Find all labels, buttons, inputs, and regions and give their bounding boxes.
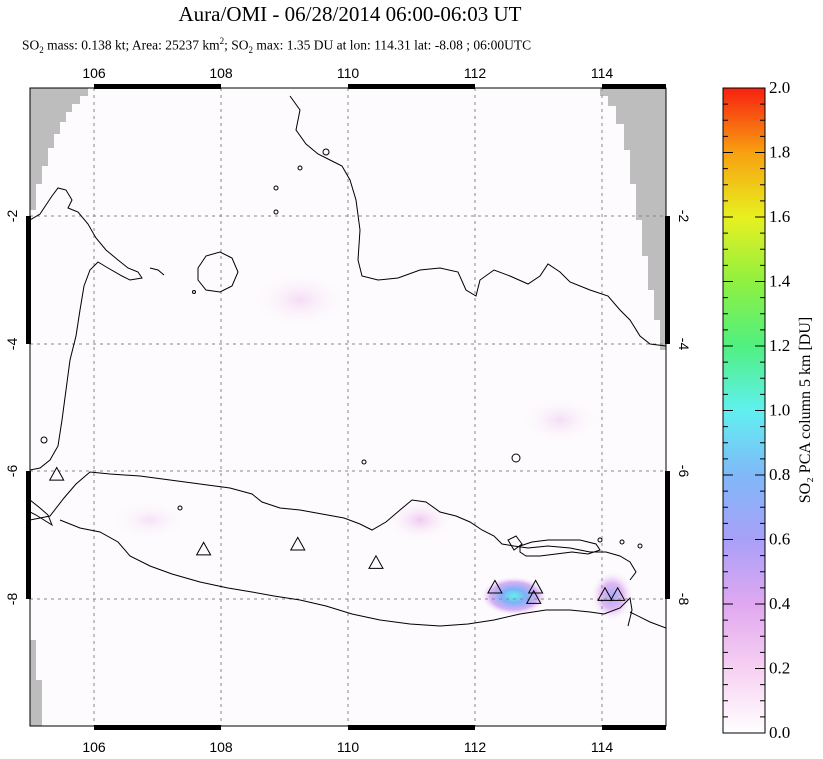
colorbar-tick-label: 0.4 — [769, 594, 791, 613]
volcano-triangle-icon — [487, 579, 503, 594]
lat-label: -8 — [676, 593, 692, 606]
volcano-triangle-icon — [195, 541, 212, 556]
colorbar-tick-label: 1.4 — [769, 272, 791, 291]
colorbar-tick-label: 0.0 — [769, 723, 790, 742]
colorbar-tick-label: 1.0 — [769, 401, 790, 420]
colorbar-label: SO₂ PCA column 5 km [DU] — [797, 317, 814, 503]
volcano-triangle-icon — [527, 579, 544, 594]
lon-label: 108 — [209, 65, 233, 81]
map-title: Aura/OMI - 06/28/2014 06:00-06:03 UT — [178, 2, 522, 26]
no-data-region-nw — [30, 88, 88, 210]
colorbar-tick-label: 1.6 — [769, 207, 790, 226]
lat-label: -2 — [676, 210, 692, 223]
lat-label: -8 — [4, 593, 20, 606]
lon-label: 112 — [464, 65, 487, 81]
lon-label: 106 — [82, 739, 106, 755]
volcano-triangle-icon — [525, 589, 542, 604]
colorbar-ticks — [723, 87, 765, 734]
lon-label: 108 — [209, 739, 233, 755]
colorbar-tick-label: 1.2 — [769, 336, 790, 355]
no-data-region-ne — [600, 88, 666, 350]
lat-label: -2 — [4, 210, 20, 223]
lon-label: 110 — [337, 739, 360, 755]
map-subtitle: SO2 mass: 0.138 kt; Area: 25237 km2; SO2… — [22, 36, 532, 56]
latitude-labels-right: -2 -4 -6 -8 — [676, 210, 692, 606]
longitude-labels-top: 106 108 110 112 114 — [82, 65, 613, 81]
lat-label: -6 — [4, 465, 20, 478]
so2-patch — [520, 395, 600, 445]
lon-label: 110 — [337, 65, 360, 81]
lat-label: -4 — [4, 338, 20, 351]
latitude-labels-left: -2 -4 -6 -8 — [4, 210, 20, 606]
so2-plume-raung — [590, 570, 634, 622]
coastlines — [30, 95, 666, 629]
volcano-triangle-icon — [289, 536, 306, 551]
colorbar-tick-label: 0.8 — [769, 465, 790, 484]
lon-label: 106 — [82, 65, 106, 81]
volcano-triangle-icon — [368, 554, 384, 569]
colorbar-tick-label: 2.0 — [769, 78, 790, 97]
lat-label: -4 — [676, 338, 692, 351]
volcano-triangle-icon — [597, 586, 613, 601]
volcano-triangle-icon — [609, 586, 626, 601]
lon-label: 112 — [464, 739, 487, 755]
volcano-markers — [48, 466, 626, 604]
graticule — [30, 88, 666, 726]
lat-label: -6 — [676, 465, 692, 478]
map-panel — [26, 84, 670, 730]
lon-label: 114 — [591, 739, 614, 755]
lon-label: 114 — [591, 65, 614, 81]
no-data-region-sw — [30, 640, 42, 726]
so2-patch — [110, 500, 190, 540]
longitude-labels-bottom: 106 108 110 112 114 — [82, 739, 613, 755]
so2-patch — [250, 270, 350, 330]
colorbar-tick-label: 0.6 — [769, 530, 790, 549]
volcano-triangle-icon — [48, 466, 65, 481]
so2-plume-ijen — [480, 576, 548, 616]
so2-patch — [385, 498, 455, 542]
map-border-bars — [26, 84, 670, 730]
colorbar-tick-label: 1.8 — [769, 143, 790, 162]
colorbar-tick-label: 0.2 — [769, 659, 790, 678]
colorbar: 0.0 0.2 0.4 0.6 0.8 1.0 1.2 1.4 1.6 1.8 … — [722, 78, 814, 742]
